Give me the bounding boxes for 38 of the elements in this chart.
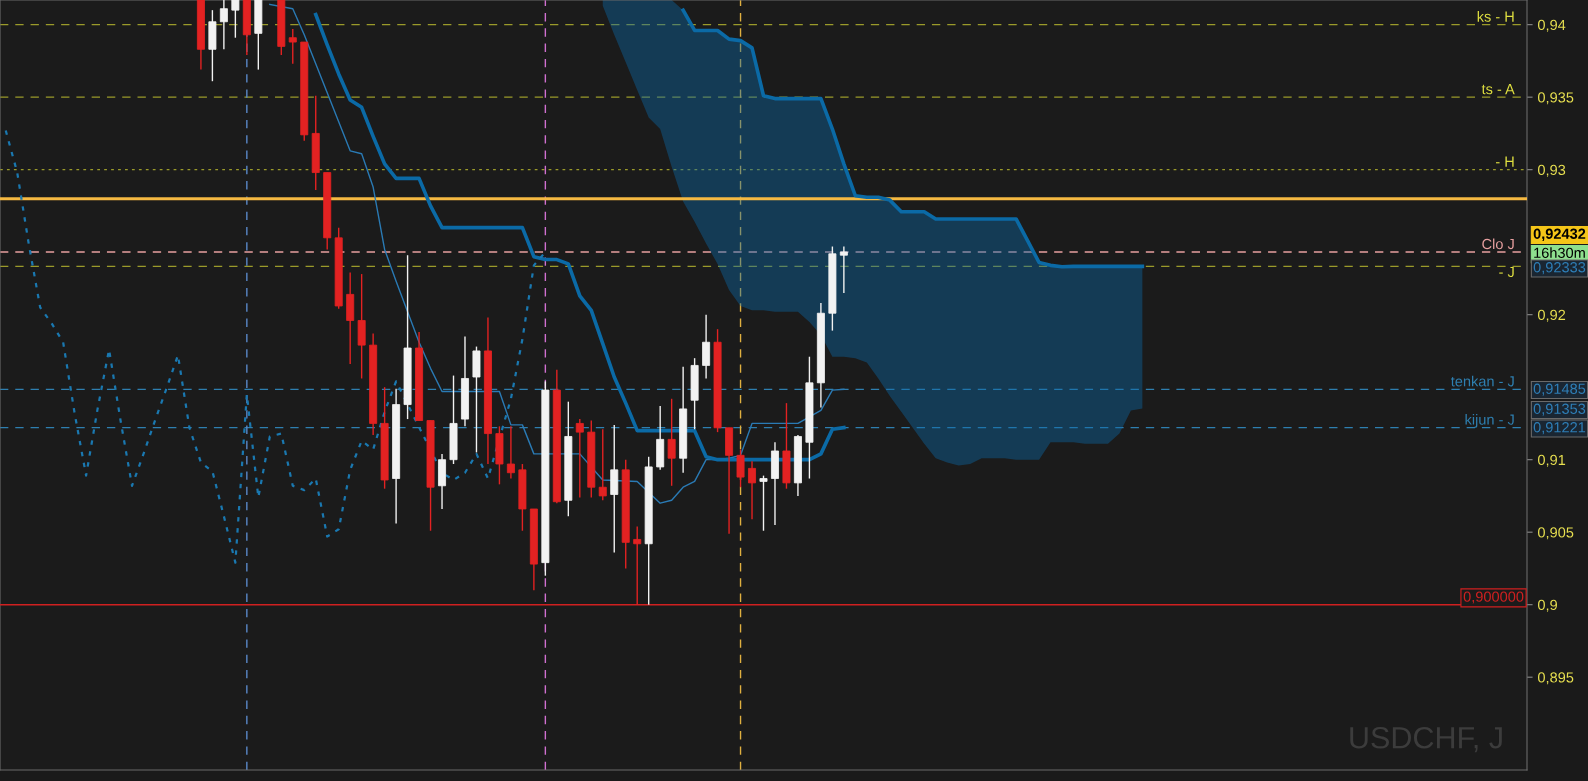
ref-line-label: kijun - J bbox=[1465, 414, 1514, 428]
text: 0,92432 bbox=[1533, 228, 1586, 242]
candlestick bbox=[702, 313, 711, 380]
y-tick-label: 0,905 bbox=[1537, 527, 1574, 540]
candlestick bbox=[759, 474, 768, 532]
candlestick bbox=[288, 28, 297, 65]
candlestick bbox=[575, 418, 584, 499]
line-series bbox=[313, 12, 846, 462]
y-tick-label: 0,935 bbox=[1537, 92, 1574, 105]
candlestick bbox=[231, 0, 240, 39]
ref-line-label: - J bbox=[1499, 266, 1514, 278]
candlestick bbox=[748, 460, 756, 520]
text: 0,91221 bbox=[1533, 422, 1586, 435]
ref-line-label: ts - A bbox=[1481, 84, 1515, 95]
ref-line-label: tenkan - J bbox=[1450, 375, 1514, 387]
candlestick bbox=[667, 398, 676, 487]
ref-line-label: ks - H bbox=[1477, 11, 1514, 22]
y-tick-label: 0,93 bbox=[1537, 164, 1566, 177]
y-tick-label: 0,92 bbox=[1537, 309, 1566, 322]
candlestick bbox=[633, 525, 642, 606]
ref-line-label: 0,900000 bbox=[1463, 591, 1524, 604]
text: 16h30m bbox=[1534, 247, 1585, 259]
text: 0,91353 bbox=[1533, 403, 1586, 416]
candlestick bbox=[506, 425, 515, 480]
candlestick bbox=[736, 448, 745, 488]
text: 0,91485 bbox=[1533, 383, 1586, 396]
candlestick bbox=[598, 428, 607, 501]
candlestick bbox=[839, 245, 848, 294]
candlestick bbox=[219, 0, 228, 50]
text: 0,92333 bbox=[1533, 262, 1586, 275]
y-tick-label: 0,94 bbox=[1537, 19, 1566, 32]
ref-line-label: Clo J bbox=[1482, 238, 1514, 250]
line-series bbox=[4, 129, 547, 564]
line-series bbox=[681, 8, 1145, 269]
y-tick-label: 0,895 bbox=[1537, 672, 1574, 685]
ref-line-label: - H bbox=[1495, 156, 1514, 167]
y-tick-label: 0,91 bbox=[1537, 454, 1566, 467]
y-tick-label: 0,9 bbox=[1537, 599, 1557, 612]
